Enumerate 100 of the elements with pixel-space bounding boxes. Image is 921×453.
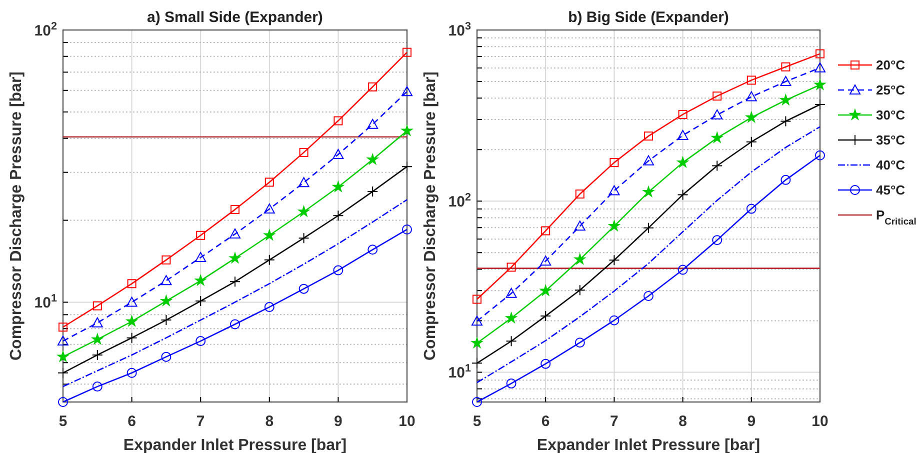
point xyxy=(58,397,68,407)
point xyxy=(677,189,688,200)
point xyxy=(402,48,412,57)
point xyxy=(780,76,792,86)
x-tick-label: 10 xyxy=(812,413,828,430)
point xyxy=(58,322,68,332)
point xyxy=(92,334,103,344)
point xyxy=(780,94,792,105)
x-tick-label: 5 xyxy=(472,413,482,430)
point xyxy=(540,256,552,266)
x-tick-label: 6 xyxy=(541,413,550,430)
point xyxy=(367,186,378,198)
point xyxy=(334,116,343,126)
point xyxy=(58,336,68,346)
point xyxy=(160,314,172,326)
y-tick-label: 10$^{2}$ xyxy=(448,191,471,210)
point xyxy=(506,312,517,323)
point xyxy=(574,284,586,296)
point xyxy=(230,276,240,288)
point xyxy=(195,274,206,286)
point xyxy=(644,290,654,301)
point xyxy=(230,252,240,263)
point xyxy=(746,76,756,85)
point xyxy=(643,155,654,166)
legend-label: 40°C xyxy=(876,158,906,173)
point xyxy=(264,254,275,266)
point xyxy=(126,296,138,307)
x-tick-label: 8 xyxy=(265,413,274,430)
y-tick-label: 10$^{1}$ xyxy=(448,362,471,382)
point xyxy=(298,232,310,244)
point xyxy=(195,252,206,262)
point xyxy=(814,79,826,90)
point xyxy=(92,301,102,310)
x-axis-title: Expander Inlet Pressure [bar] xyxy=(123,437,347,453)
chart-title: b) Big Side (Expander) xyxy=(568,9,729,26)
point xyxy=(264,302,274,312)
y-axis-title: Compressor Discharge Pressure [bar] xyxy=(8,72,25,360)
point xyxy=(92,349,103,360)
point xyxy=(472,397,482,407)
x-tick-label: 9 xyxy=(334,413,342,430)
point xyxy=(814,98,826,110)
point xyxy=(815,150,825,160)
point xyxy=(58,367,68,378)
point xyxy=(574,254,586,264)
x-tick-label: 9 xyxy=(747,413,756,430)
point xyxy=(332,148,344,159)
point xyxy=(643,222,654,234)
legend-label: P$_{Critical}$ xyxy=(876,208,916,227)
point xyxy=(298,284,309,294)
point xyxy=(472,294,482,304)
point xyxy=(58,351,68,362)
point xyxy=(264,178,274,187)
point xyxy=(746,91,757,102)
point xyxy=(196,336,206,346)
point xyxy=(92,382,102,392)
point xyxy=(298,206,310,216)
point xyxy=(160,295,172,306)
point xyxy=(92,317,103,328)
point xyxy=(540,285,552,296)
x-tick-label: 5 xyxy=(58,413,68,430)
x-tick-label: 7 xyxy=(610,413,618,430)
point xyxy=(610,158,619,168)
point xyxy=(333,265,344,276)
legend-label: 30°C xyxy=(876,108,906,123)
point xyxy=(402,224,412,234)
x-axis-title: Expander Inlet Pressure [bar] xyxy=(536,437,760,453)
point xyxy=(540,358,551,369)
point xyxy=(402,125,412,136)
point xyxy=(126,368,137,378)
point xyxy=(643,186,654,197)
point xyxy=(712,132,723,143)
point xyxy=(195,296,206,307)
point xyxy=(814,62,826,72)
point xyxy=(781,62,790,72)
point xyxy=(712,109,723,120)
point xyxy=(230,228,240,239)
point xyxy=(746,204,756,214)
point xyxy=(298,177,310,188)
point xyxy=(299,148,308,157)
point xyxy=(402,161,412,172)
y-axis-title: Compressor Discharge Pressure [bar] xyxy=(422,72,439,360)
legend-label: 35°C xyxy=(876,132,906,148)
line-series xyxy=(476,126,821,384)
point xyxy=(609,315,620,326)
point xyxy=(367,154,378,164)
legend-label: 20°C xyxy=(876,58,906,73)
point xyxy=(196,230,206,240)
point xyxy=(816,49,824,58)
point xyxy=(230,205,240,214)
point xyxy=(780,116,792,127)
point xyxy=(575,190,584,199)
point xyxy=(127,279,136,288)
point xyxy=(402,86,412,96)
point xyxy=(506,262,516,272)
point xyxy=(126,332,138,344)
point xyxy=(541,226,550,236)
point xyxy=(506,378,516,388)
point xyxy=(712,92,722,101)
point xyxy=(608,220,620,231)
y-tick-label: 10$^{3}$ xyxy=(448,20,471,40)
